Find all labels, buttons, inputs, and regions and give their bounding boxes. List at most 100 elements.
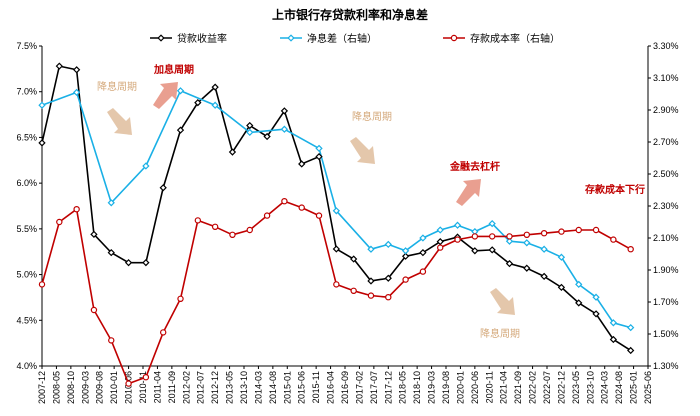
data-point xyxy=(367,245,375,253)
x-tick-label: 2015-06 xyxy=(297,371,307,404)
data-point xyxy=(436,226,444,234)
x-tick-label: 2017-07 xyxy=(369,371,379,404)
data-point xyxy=(72,88,81,97)
annotation-arrow xyxy=(153,82,178,109)
x-tick-label: 2014-03 xyxy=(253,371,263,404)
data-point xyxy=(540,245,548,253)
x-tick-label: 2010-11 xyxy=(138,371,148,403)
data-point xyxy=(610,236,617,243)
x-tick-label: 2017-12 xyxy=(383,371,393,404)
legend-label: 贷款收益率 xyxy=(177,32,227,45)
data-point xyxy=(246,121,254,130)
left-tick-label: 4.5% xyxy=(16,315,37,325)
data-point xyxy=(211,101,219,109)
data-point xyxy=(627,323,635,332)
data-point xyxy=(575,226,582,234)
annotation-arrow xyxy=(107,108,132,135)
x-tick-label: 2022-02 xyxy=(528,371,538,404)
data-point xyxy=(506,233,513,240)
right-tick-label: 1.30% xyxy=(653,361,679,371)
data-point xyxy=(557,253,566,261)
series-line xyxy=(41,200,632,385)
data-point xyxy=(124,259,133,267)
data-point xyxy=(159,329,167,336)
data-point xyxy=(263,132,271,141)
chart-title: 上市银行存贷款利率和净息差 xyxy=(272,7,428,22)
left-tick-label: 6.0% xyxy=(16,178,37,188)
left-tick-label: 5.5% xyxy=(16,224,37,234)
data-point xyxy=(385,294,392,301)
data-point xyxy=(90,306,98,314)
legend-marker xyxy=(450,34,458,42)
x-tick-label: 2013-10 xyxy=(239,371,249,404)
x-tick-label: 2024-03 xyxy=(600,371,610,404)
data-point xyxy=(177,295,184,302)
x-tick-label: 2009-03 xyxy=(80,371,90,404)
annotation-arrow xyxy=(456,179,481,206)
data-point xyxy=(419,248,427,257)
legend-marker xyxy=(157,34,165,42)
data-point xyxy=(471,247,479,255)
data-point xyxy=(592,293,600,301)
data-point xyxy=(298,160,306,168)
annotation-label: 金融去杠杆 xyxy=(449,160,500,173)
right-tick-label: 2.90% xyxy=(653,105,679,115)
data-point xyxy=(194,217,202,224)
legend: 贷款收益率 净息差（右轴） 存款成本率（右轴） xyxy=(150,32,560,45)
x-tick-label: 2012-12 xyxy=(210,371,220,404)
data-point xyxy=(488,233,496,240)
x-tick-label: 2010-01 xyxy=(109,371,119,404)
data-point xyxy=(159,184,167,192)
data-point xyxy=(298,204,305,211)
data-point xyxy=(72,66,81,74)
right-tick-label: 1.70% xyxy=(653,297,679,307)
data-point xyxy=(488,219,496,228)
data-point xyxy=(211,83,219,91)
data-point xyxy=(453,221,462,229)
right-tick-label: 2.70% xyxy=(653,137,679,147)
right-tick-label: 1.50% xyxy=(653,329,679,339)
left-tick-label: 7.0% xyxy=(16,87,37,97)
left-tick-label: 6.5% xyxy=(16,132,37,142)
data-point xyxy=(281,197,288,205)
right-tick-label: 3.30% xyxy=(653,41,679,51)
x-tick-label: 2007-12 xyxy=(37,371,47,404)
data-point xyxy=(437,244,444,251)
legend-label: 净息差（右轴） xyxy=(307,32,377,45)
annotation-label: 加息周期 xyxy=(153,63,194,76)
x-tick-label: 2020-01 xyxy=(455,371,465,404)
data-point xyxy=(627,245,634,253)
data-point xyxy=(332,245,340,253)
data-point xyxy=(332,207,340,215)
data-point xyxy=(557,283,566,292)
data-point xyxy=(454,236,461,243)
annotation-label: 降息周期 xyxy=(97,80,137,93)
x-tick-label: 2016-04 xyxy=(326,371,336,404)
x-tick-label: 2009-08 xyxy=(95,371,105,404)
data-point xyxy=(401,252,410,260)
data-point xyxy=(333,281,340,288)
data-point xyxy=(38,101,46,109)
data-point xyxy=(211,223,219,230)
data-point xyxy=(575,280,583,289)
data-point xyxy=(609,319,618,327)
x-tick-label: 2019-03 xyxy=(427,371,437,404)
data-point xyxy=(575,299,583,307)
x-tick-label: 2016-09 xyxy=(340,371,350,404)
data-point xyxy=(505,259,514,268)
data-point xyxy=(315,144,323,153)
x-tick-label: 2012-02 xyxy=(181,371,191,404)
data-point xyxy=(229,231,236,238)
data-point xyxy=(384,240,392,249)
x-tick-label: 2008-10 xyxy=(66,371,76,404)
data-point xyxy=(228,148,237,156)
x-tick-label: 2013-05 xyxy=(225,371,235,404)
axes: 4.0% 4.5% 5.0% 5.5% 6.0% 6.5% 7.0% 7.5% 1.30% 1.5… xyxy=(16,41,678,404)
x-tick-label: 2021-04 xyxy=(499,371,509,404)
data-point xyxy=(523,231,531,238)
x-tick-label: 2022-12 xyxy=(556,371,566,404)
series-layer xyxy=(41,65,632,385)
data-point xyxy=(627,346,635,355)
data-point xyxy=(73,205,80,213)
